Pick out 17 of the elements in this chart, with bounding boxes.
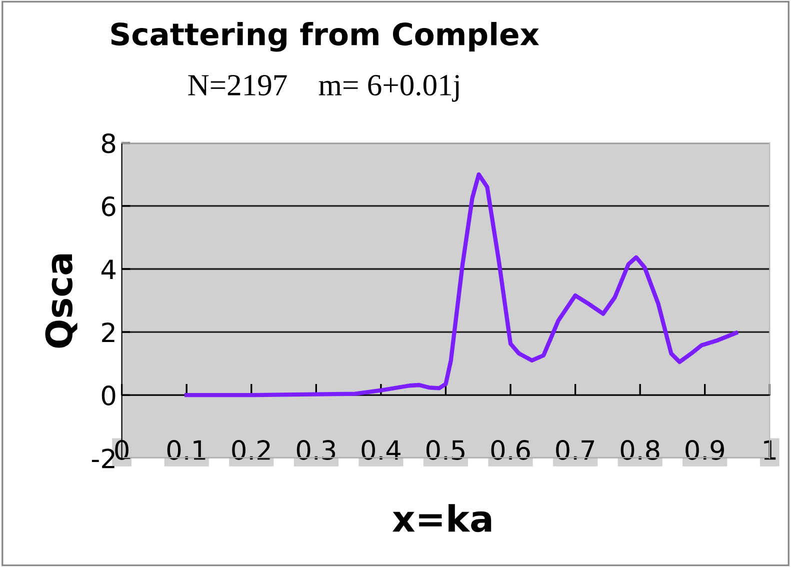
x-tick-label: 0.7	[556, 440, 594, 460]
x-tick-label: 0.3	[296, 440, 336, 460]
y-axis-title: Qsca	[45, 254, 78, 348]
y-tick-label: 0	[102, 386, 116, 406]
x-tick-label: 0.9	[686, 440, 724, 460]
x-tick-label: 0.8	[620, 440, 660, 460]
x-tick-label: 0.6	[491, 440, 530, 460]
y-tick-label: -2	[92, 448, 114, 468]
y-tick-label: 4	[101, 260, 116, 280]
chart-title: Scattering from Complex	[111, 22, 540, 52]
x-tick-label: 0.4	[362, 440, 400, 460]
y-tick-label: 6	[102, 196, 116, 216]
x-tick-label: 0.5	[426, 440, 464, 460]
y-tick-label: 2	[102, 322, 114, 342]
chart-subtitle: N=2197 m= 6+0.01j	[188, 74, 459, 102]
x-axis-title: x=ka	[392, 504, 492, 532]
y-tick-label: 8	[102, 133, 116, 154]
